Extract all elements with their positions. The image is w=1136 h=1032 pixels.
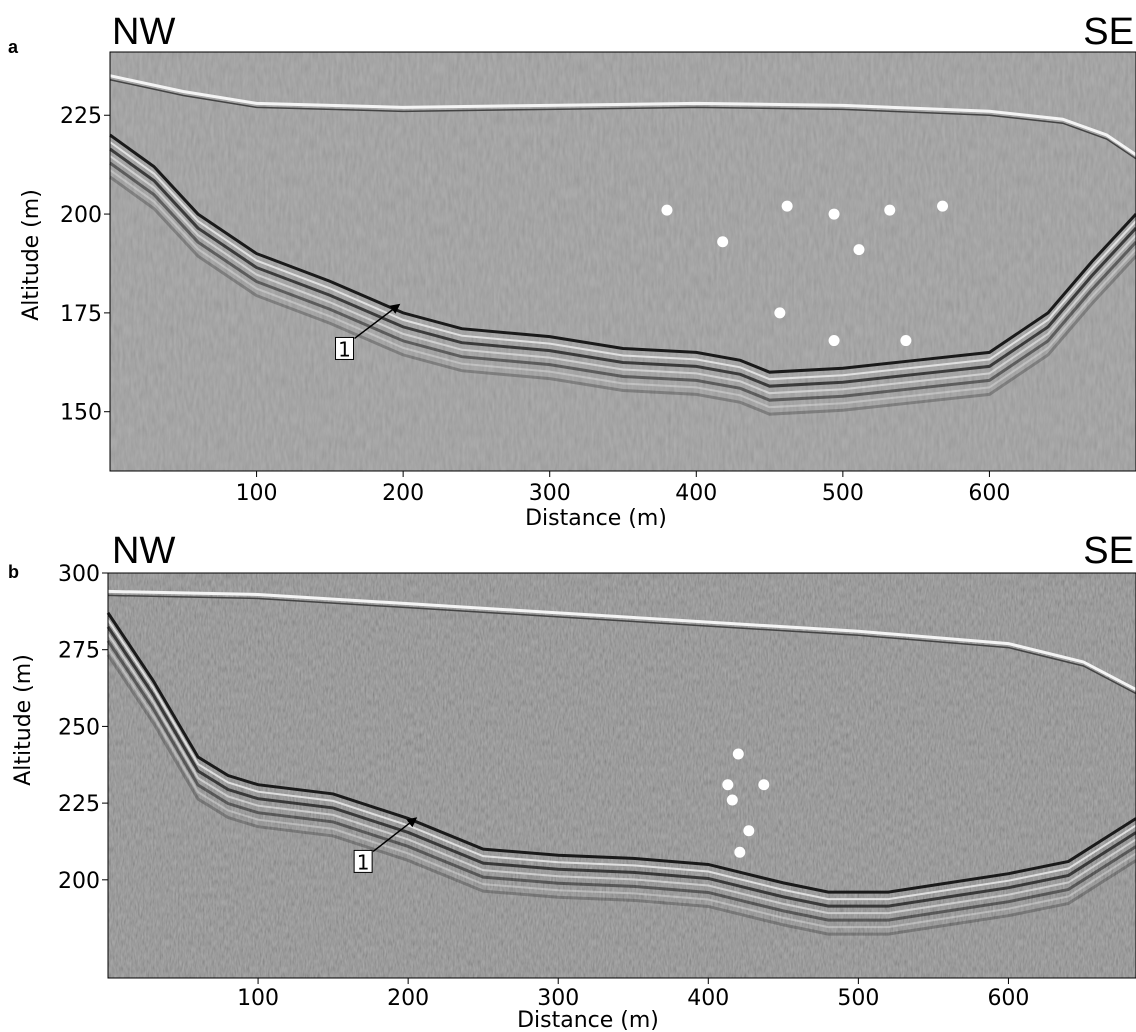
direction-right-label: SE [1083, 11, 1134, 53]
y-axis-label: Altitude (m) [11, 654, 36, 786]
diffraction-point [828, 208, 840, 220]
y-tick-label: 150 [60, 401, 102, 426]
annotation-box [335, 336, 355, 360]
y-tick-label: 225 [58, 792, 100, 817]
bedrock-reflector-line [109, 133, 1136, 374]
plot-frame [109, 51, 1136, 472]
diffraction-point [726, 794, 738, 806]
bedrock-reflector-line [107, 619, 1136, 901]
x-axis-label: Distance (m) [525, 506, 667, 531]
y-tick-label: 200 [60, 203, 102, 228]
panel-label-a: a [8, 37, 19, 57]
diffraction-point [781, 200, 793, 212]
surface-reflection-shadow [109, 78, 1136, 160]
surface-reflection-shadow [107, 594, 1136, 695]
annotation-arrow [372, 817, 418, 853]
annotation-box [353, 849, 373, 873]
x-tick-label: 500 [837, 986, 879, 1011]
bedrock-reflector-line [107, 633, 1136, 915]
bedrock-reflector-line [109, 169, 1136, 409]
diffraction-point [853, 244, 865, 256]
bedrock-reflector-line [109, 155, 1136, 395]
plot-area-b: 1 [106, 572, 1136, 979]
x-tick-label: 300 [537, 986, 579, 1011]
radargram-texture [108, 573, 1136, 978]
panel-label-b: b [8, 562, 19, 582]
x-tick-label: 100 [237, 986, 279, 1011]
annotation-arrow [354, 303, 401, 340]
y-tick-label: 250 [58, 715, 100, 740]
x-tick-label: 400 [675, 481, 717, 506]
x-axis-label: Distance (m) [517, 1008, 659, 1032]
diffraction-point [758, 779, 770, 791]
diffraction-point [900, 335, 912, 347]
bedrock-reflector-line [106, 640, 1136, 922]
x-tick-label: 100 [236, 481, 278, 506]
diffraction-point [828, 335, 840, 347]
x-tick-label: 200 [382, 481, 424, 506]
diffraction-point [734, 846, 746, 858]
direction-left-label: NW [112, 530, 175, 572]
diffraction-point [743, 825, 755, 837]
panel-b: b NW SE 1 100 200 300 400 500 600 200 225 250 275… [8, 530, 1136, 1032]
x-tick-label: 600 [987, 986, 1029, 1011]
direction-right-label: SE [1083, 530, 1134, 572]
diffraction-point [722, 779, 734, 791]
y-tick-label: 175 [60, 302, 102, 327]
plot-frame [107, 572, 1136, 979]
diffraction-point [884, 204, 896, 216]
bedrock-reflector-line [109, 147, 1136, 388]
x-tick-label: 300 [529, 481, 571, 506]
bedrock-reflector-line [106, 654, 1136, 936]
diffraction-point [937, 200, 949, 212]
panel-a: a NW SE 1 100 200 300 400 500 600 150 175 200 225… [8, 11, 1136, 531]
x-tick-label: 600 [968, 481, 1010, 506]
y-tick-label: 225 [60, 104, 102, 129]
diffraction-point [661, 204, 673, 216]
y-axis-label: Altitude (m) [19, 189, 44, 321]
y-tick-label: 200 [58, 869, 100, 894]
annotation-label: 1 [338, 337, 351, 361]
y-tick-label: 275 [58, 639, 100, 664]
bedrock-reflector-line [109, 161, 1136, 402]
x-tick-label: 400 [687, 986, 729, 1011]
direction-left-label: NW [112, 11, 175, 53]
bedrock-reflector-line [106, 626, 1136, 908]
y-tick-label: 300 [58, 562, 100, 587]
diffraction-point [717, 236, 729, 248]
diffraction-point [732, 748, 744, 760]
plot-area-a: 1 [109, 51, 1136, 472]
x-tick-label: 500 [822, 481, 864, 506]
annotation-label: 1 [357, 850, 370, 874]
bedrock-reflector-line [107, 647, 1136, 929]
bedrock-reflector-line [109, 141, 1136, 381]
surface-reflection-line [109, 74, 1136, 157]
bedrock-reflector-line [106, 612, 1136, 894]
x-tick-label: 200 [387, 986, 429, 1011]
diffraction-point [774, 307, 786, 319]
surface-reflection-line [107, 589, 1136, 691]
bedrock-reflector-line [109, 175, 1136, 416]
